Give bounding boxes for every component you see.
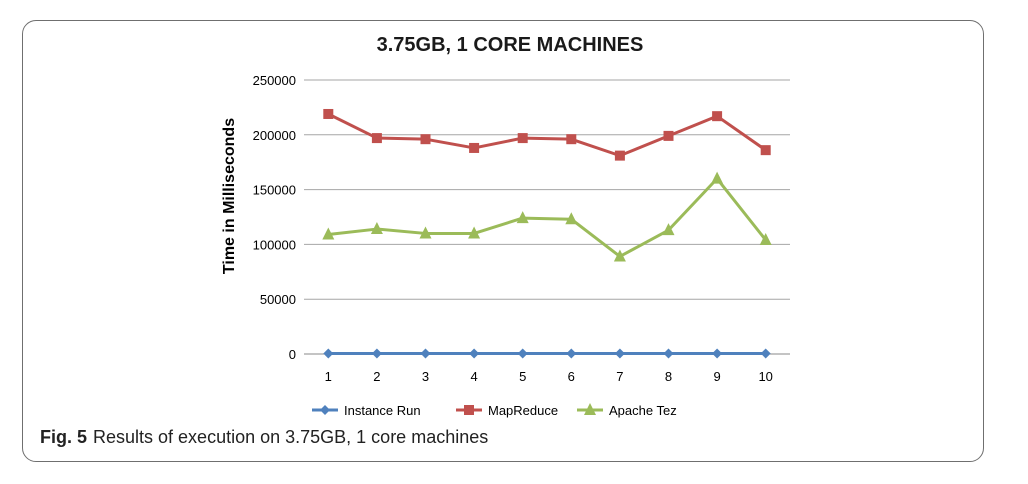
x-tick-label: 1: [325, 369, 332, 384]
point-apache-tez: [711, 171, 724, 184]
legend: Instance Run MapReduce Apache Tez: [312, 403, 677, 418]
y-tick-label: 150000: [253, 183, 296, 198]
point-mapreduce: [712, 111, 723, 122]
y-tick-label: 100000: [253, 237, 296, 252]
point-instance-run: [614, 348, 625, 359]
point-mapreduce: [323, 108, 334, 119]
point-apache-tez: [322, 227, 335, 240]
point-mapreduce: [371, 133, 382, 144]
y-tick-labels: 0 50000 100000 150000 200000 250000: [253, 73, 296, 362]
point-apache-tez: [613, 249, 626, 262]
figure-caption-label: Fig. 5: [40, 427, 88, 447]
point-apache-tez: [662, 223, 675, 236]
point-apache-tez: [565, 212, 578, 225]
y-tick-label: 0: [289, 347, 296, 362]
point-mapreduce: [517, 133, 528, 144]
point-apache-tez: [759, 233, 772, 246]
x-tick-label: 9: [713, 369, 720, 384]
point-instance-run: [371, 348, 382, 359]
point-mapreduce: [663, 130, 674, 141]
point-instance-run: [469, 348, 480, 359]
point-apache-tez: [516, 211, 529, 224]
point-instance-run: [323, 348, 334, 359]
legend-label-apache-tez: Apache Tez: [609, 403, 677, 418]
legend-label-instance-run: Instance Run: [344, 403, 421, 418]
point-apache-tez: [370, 222, 383, 235]
x-tick-label: 4: [470, 369, 477, 384]
x-tick-label: 6: [568, 369, 575, 384]
y-tick-label: 50000: [260, 292, 296, 307]
series-layer: [322, 108, 772, 359]
point-mapreduce: [469, 142, 480, 153]
legend-marker-apache-tez: [584, 403, 596, 415]
series-line-mapreduce: [327, 112, 767, 158]
y-axis-label: Time in Milliseconds: [221, 118, 238, 274]
point-instance-run: [566, 348, 577, 359]
point-mapreduce: [420, 134, 431, 145]
x-tick-label: 7: [616, 369, 623, 384]
point-apache-tez: [468, 226, 481, 239]
point-instance-run: [663, 348, 674, 359]
y-tick-label: 200000: [253, 128, 296, 143]
point-mapreduce: [614, 150, 625, 161]
y-tick-label: 250000: [253, 73, 296, 88]
point-mapreduce: [566, 134, 577, 145]
point-instance-run: [760, 348, 771, 359]
point-apache-tez: [419, 226, 432, 239]
legend-label-mapreduce: MapReduce: [488, 403, 558, 418]
legend-marker-instance-run: [320, 405, 330, 415]
x-tick-label: 8: [665, 369, 672, 384]
series-line-apache-tez: [328, 177, 767, 258]
x-tick-label: 3: [422, 369, 429, 384]
figure-caption-text: Results of execution on 3.75GB, 1 core m…: [93, 427, 489, 447]
x-tick-label: 2: [373, 369, 380, 384]
point-mapreduce: [760, 145, 771, 156]
x-tick-label: 10: [758, 369, 772, 384]
x-tick-label: 5: [519, 369, 526, 384]
point-instance-run: [420, 348, 431, 359]
point-instance-run: [517, 348, 528, 359]
point-instance-run: [712, 348, 723, 359]
chart-title: 3.75GB, 1 CORE MACHINES: [377, 34, 644, 56]
figure-frame: [22, 20, 984, 462]
legend-marker-mapreduce: [464, 405, 474, 415]
x-tick-labels: 1 2 3 4 5 6 7 8 9 10: [325, 369, 773, 384]
figure-caption: Fig. 5 Results of execution on 3.75GB, 1 …: [40, 427, 488, 448]
